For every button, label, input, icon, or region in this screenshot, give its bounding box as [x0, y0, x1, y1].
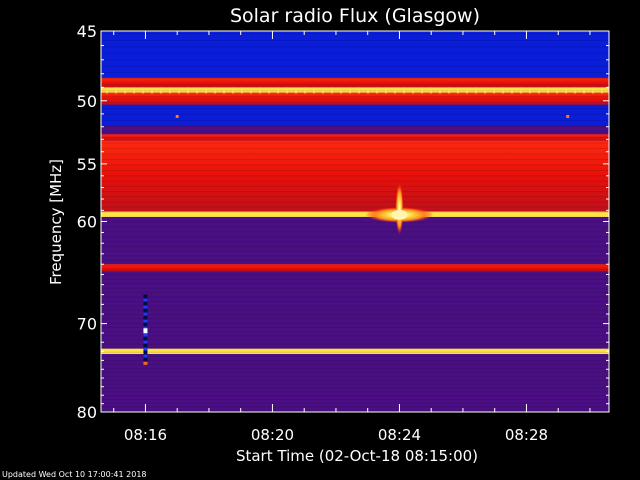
y-tick-label: 45 — [77, 22, 97, 41]
data-gap-bright — [143, 328, 148, 334]
spectrum-band-11 — [101, 271, 609, 349]
spectrum-band-5 — [101, 125, 609, 135]
x-tick-label: 08:24 — [378, 426, 421, 444]
plot-area — [101, 31, 609, 412]
spectrum-band-6 — [101, 134, 609, 141]
data-gap-segment — [143, 298, 148, 302]
spectrum-band-7 — [101, 140, 609, 212]
spectrum-band-4 — [101, 104, 609, 126]
x-tick-label: 08:20 — [251, 426, 294, 444]
spectrum-band-13 — [101, 354, 609, 412]
y-tick-label: 55 — [77, 155, 97, 174]
spectrum-band-2 — [101, 87, 609, 93]
x-axis-label: Start Time (02-Oct-18 08:15:00) — [236, 447, 478, 465]
updated-timestamp: Updated Wed Oct 10 17:00:41 2018 — [2, 470, 147, 479]
data-gap-segment — [143, 333, 148, 337]
spectrum-band-3 — [101, 92, 609, 105]
y-tick-label: 50 — [77, 92, 97, 111]
data-gap-segment — [143, 347, 148, 351]
data-gap-segment — [143, 354, 148, 358]
spectrum-band-10 — [101, 264, 609, 272]
x-tick-label: 08:16 — [124, 426, 167, 444]
x-tick-label: 08:28 — [505, 426, 548, 444]
spectrum-band-9 — [101, 217, 609, 265]
radio-burst-core — [391, 209, 408, 220]
y-tick-label: 70 — [77, 315, 97, 334]
data-gap-segment — [143, 305, 148, 309]
chart-title: Solar radio Flux (Glasgow) — [230, 5, 480, 27]
data-gap-segment — [143, 312, 148, 316]
spectrum-band-1 — [101, 77, 609, 88]
data-gap-segment — [143, 319, 148, 323]
interference-dot — [175, 114, 179, 118]
y-tick-label: 80 — [77, 403, 97, 422]
data-gap-segment — [143, 340, 148, 344]
radio-burst-spike — [395, 182, 404, 235]
data-gap-end — [143, 361, 148, 365]
spectrum-band-12 — [101, 348, 609, 355]
y-axis-label: Frequency [MHz] — [47, 159, 65, 285]
x-axis-ticks: 08:16 08:20 08:24 08:28 — [113, 31, 591, 444]
y-tick-label: 60 — [77, 213, 97, 232]
data-gap-segment — [143, 326, 148, 330]
spectrum-band-0 — [101, 31, 609, 78]
y-axis-ticks: 45 50 55 60 70 80 — [77, 22, 609, 422]
interference-dot — [566, 114, 570, 118]
spectrum-band-8 — [101, 211, 609, 218]
